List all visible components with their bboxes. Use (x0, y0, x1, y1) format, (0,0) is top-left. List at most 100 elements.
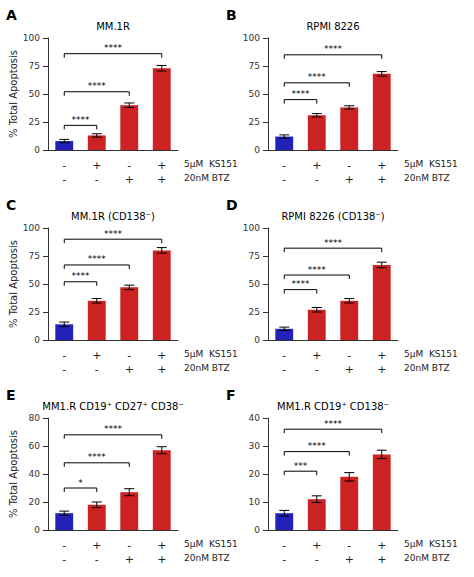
svg-text:-: - (282, 173, 286, 186)
svg-text:5μM KS151: 5μM KS151 (404, 349, 458, 359)
svg-text:-: - (347, 159, 351, 172)
svg-text:+: + (377, 553, 386, 566)
svg-text:B: B (226, 7, 237, 23)
svg-text:+: + (157, 349, 166, 362)
svg-text:0: 0 (254, 335, 260, 345)
svg-text:25: 25 (29, 307, 40, 317)
svg-text:50: 50 (249, 279, 261, 289)
svg-text:****: **** (308, 72, 327, 82)
svg-text:20: 20 (29, 497, 41, 507)
svg-text:+: + (125, 363, 134, 376)
svg-text:****: **** (324, 238, 343, 248)
svg-text:+: + (92, 159, 101, 172)
svg-text:20: 20 (249, 469, 261, 479)
svg-text:C: C (6, 197, 16, 213)
svg-text:-: - (95, 553, 99, 566)
svg-text:+: + (312, 539, 321, 552)
svg-text:50: 50 (249, 89, 261, 99)
svg-text:75: 75 (29, 61, 40, 71)
svg-text:-: - (95, 363, 99, 376)
svg-text:100: 100 (23, 223, 40, 233)
svg-text:****: **** (104, 424, 123, 434)
svg-text:RPMI 8226: RPMI 8226 (306, 21, 359, 32)
svg-text:75: 75 (249, 251, 260, 261)
svg-text:D: D (226, 197, 238, 213)
svg-text:A: A (6, 7, 17, 23)
svg-text:0: 0 (254, 145, 260, 155)
svg-text:+: + (377, 349, 386, 362)
svg-text:-: - (127, 539, 131, 552)
svg-text:****: **** (292, 89, 311, 99)
svg-text:F: F (226, 387, 236, 403)
svg-text:+: + (157, 159, 166, 172)
svg-text:+: + (157, 553, 166, 566)
svg-text:-: - (315, 363, 319, 376)
svg-text:+: + (345, 173, 354, 186)
svg-text:100: 100 (23, 33, 40, 43)
svg-text:60: 60 (29, 441, 41, 451)
svg-text:30: 30 (249, 441, 261, 451)
svg-text:+: + (377, 173, 386, 186)
svg-text:5μM KS151: 5μM KS151 (184, 539, 238, 549)
svg-text:-: - (282, 553, 286, 566)
svg-text:20nM BTZ: 20nM BTZ (404, 363, 450, 373)
svg-text:*: * (78, 478, 83, 488)
svg-text:5μM KS151: 5μM KS151 (404, 159, 458, 169)
svg-text:5μM KS151: 5μM KS151 (404, 539, 458, 549)
svg-text:-: - (127, 349, 131, 362)
svg-text:-: - (95, 173, 99, 186)
svg-text:+: + (92, 349, 101, 362)
svg-text:25: 25 (249, 307, 260, 317)
svg-text:****: **** (292, 279, 311, 289)
svg-text:RPMI 8226 (CD138⁻): RPMI 8226 (CD138⁻) (281, 211, 384, 222)
svg-text:***: *** (294, 461, 308, 471)
svg-text:% Total Apoptosis: % Total Apoptosis (8, 430, 19, 518)
svg-text:-: - (62, 553, 66, 566)
svg-text:20nM BTZ: 20nM BTZ (184, 553, 230, 563)
svg-text:5μM KS151: 5μM KS151 (184, 159, 238, 169)
svg-text:+: + (125, 173, 134, 186)
svg-text:-: - (347, 539, 351, 552)
svg-text:100: 100 (243, 33, 260, 43)
svg-text:+: + (377, 363, 386, 376)
svg-text:****: **** (104, 229, 123, 239)
svg-text:-: - (62, 349, 66, 362)
svg-text:+: + (157, 173, 166, 186)
svg-text:20nM BTZ: 20nM BTZ (184, 173, 230, 183)
svg-text:+: + (92, 539, 101, 552)
svg-text:-: - (347, 349, 351, 362)
svg-text:+: + (157, 539, 166, 552)
svg-text:-: - (62, 173, 66, 186)
svg-text:+: + (157, 363, 166, 376)
svg-text:****: **** (88, 254, 107, 264)
svg-text:% Total Apoptosis: % Total Apoptosis (8, 50, 19, 138)
svg-text:75: 75 (29, 251, 40, 261)
svg-text:+: + (125, 553, 134, 566)
svg-text:0: 0 (34, 145, 40, 155)
svg-text:0: 0 (254, 525, 260, 535)
svg-text:-: - (315, 553, 319, 566)
svg-text:****: **** (72, 271, 91, 281)
svg-text:20nM BTZ: 20nM BTZ (404, 173, 450, 183)
svg-text:MM.1R (CD138⁻): MM.1R (CD138⁻) (71, 211, 155, 222)
svg-text:20nM BTZ: 20nM BTZ (404, 553, 450, 563)
svg-text:****: **** (324, 44, 343, 54)
svg-text:25: 25 (29, 117, 40, 127)
svg-text:50: 50 (29, 279, 41, 289)
svg-text:40: 40 (29, 469, 41, 479)
svg-text:% Total Apoptosis: % Total Apoptosis (8, 240, 19, 328)
svg-text:-: - (127, 159, 131, 172)
svg-text:-: - (282, 363, 286, 376)
svg-text:-: - (62, 363, 66, 376)
svg-text:+: + (345, 363, 354, 376)
svg-text:MM1.R CD19⁺ CD138⁻: MM1.R CD19⁺ CD138⁻ (277, 401, 389, 412)
svg-text:-: - (282, 349, 286, 362)
svg-text:40: 40 (249, 413, 261, 423)
svg-text:75: 75 (249, 61, 260, 71)
svg-text:80: 80 (29, 413, 41, 423)
svg-text:****: **** (88, 452, 107, 462)
svg-text:+: + (312, 159, 321, 172)
svg-text:+: + (377, 539, 386, 552)
svg-text:E: E (6, 387, 16, 403)
svg-text:****: **** (308, 265, 327, 275)
